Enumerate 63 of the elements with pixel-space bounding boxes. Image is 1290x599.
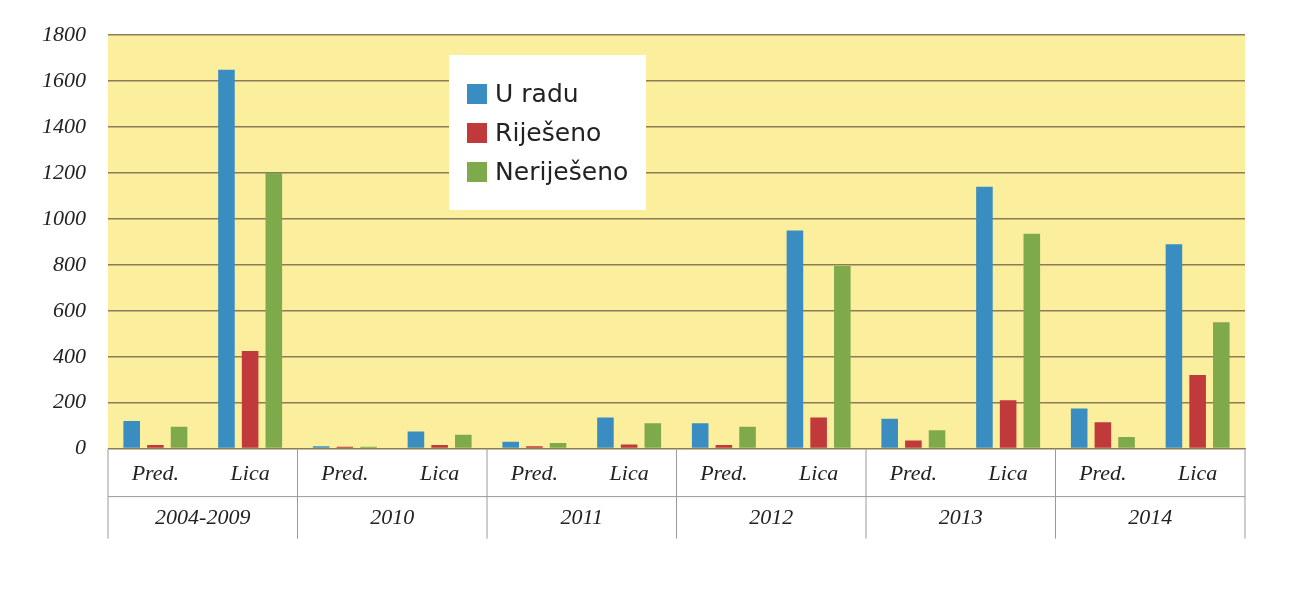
bar — [407, 431, 425, 448]
y-tick-label: 600 — [53, 296, 86, 322]
y-tick-label: 800 — [53, 250, 86, 276]
bar — [691, 423, 709, 448]
bar — [1118, 437, 1135, 448]
x-tick-label: Pred. — [699, 459, 748, 485]
bar — [976, 186, 993, 448]
text: 2014 — [1128, 504, 1173, 530]
x-tick-label: Lica — [798, 459, 839, 485]
x-tick-label: Pred. — [1078, 459, 1127, 485]
text: 2012 — [749, 504, 794, 530]
x-tick-label: Pred. — [320, 459, 369, 485]
bar — [786, 230, 804, 448]
bar — [241, 350, 259, 448]
bar — [905, 440, 922, 448]
y-tick-label: 1800 — [42, 20, 86, 46]
text: 2013 — [938, 504, 983, 530]
bar — [834, 266, 851, 448]
bar — [644, 423, 662, 448]
bar — [928, 430, 946, 448]
bar — [1165, 244, 1183, 448]
bar — [881, 418, 898, 448]
bar — [1023, 233, 1041, 448]
x-tick-label: Lica — [608, 459, 649, 485]
x-tick-label: Pred. — [130, 459, 180, 485]
bar — [810, 417, 827, 448]
y-tick-label: 1200 — [42, 158, 86, 184]
legend-label: Neriješeno — [495, 157, 629, 187]
y-tick-label: 1000 — [42, 204, 86, 230]
bar — [597, 417, 614, 448]
bar — [1189, 375, 1206, 448]
text: 2010 — [370, 504, 415, 530]
bar — [265, 173, 283, 448]
y-tick-label: 200 — [53, 388, 86, 414]
bar — [715, 444, 733, 448]
bar — [170, 426, 188, 448]
y-tick-label: 0 — [75, 434, 86, 460]
x-tick-label: Lica — [419, 459, 460, 485]
bar — [1070, 408, 1088, 448]
x-tick-label: Lica — [1177, 459, 1218, 485]
bar — [455, 434, 472, 448]
x-tick-label: Lica — [987, 459, 1028, 485]
text: 2011 — [560, 504, 603, 530]
y-tick-label: 1600 — [42, 66, 86, 92]
bar — [999, 400, 1017, 448]
y-tick-label: 1400 — [42, 112, 86, 138]
bar — [147, 444, 164, 448]
legend-label: Riješeno — [495, 118, 602, 148]
bar — [1094, 422, 1112, 448]
x-tick-label: Pred. — [509, 459, 559, 485]
bar — [739, 426, 756, 448]
bar — [431, 444, 448, 448]
bar — [502, 441, 519, 448]
bar — [218, 69, 235, 448]
bar — [620, 444, 638, 448]
bar — [1213, 322, 1230, 448]
legend-label: U radu — [495, 79, 579, 109]
text: 2004-2009 — [155, 504, 251, 530]
bar — [549, 443, 567, 448]
x-tick-label: Pred. — [888, 459, 938, 485]
y-tick-label: 400 — [53, 342, 86, 368]
bar — [123, 421, 140, 448]
x-tick-label: Lica — [229, 459, 270, 485]
